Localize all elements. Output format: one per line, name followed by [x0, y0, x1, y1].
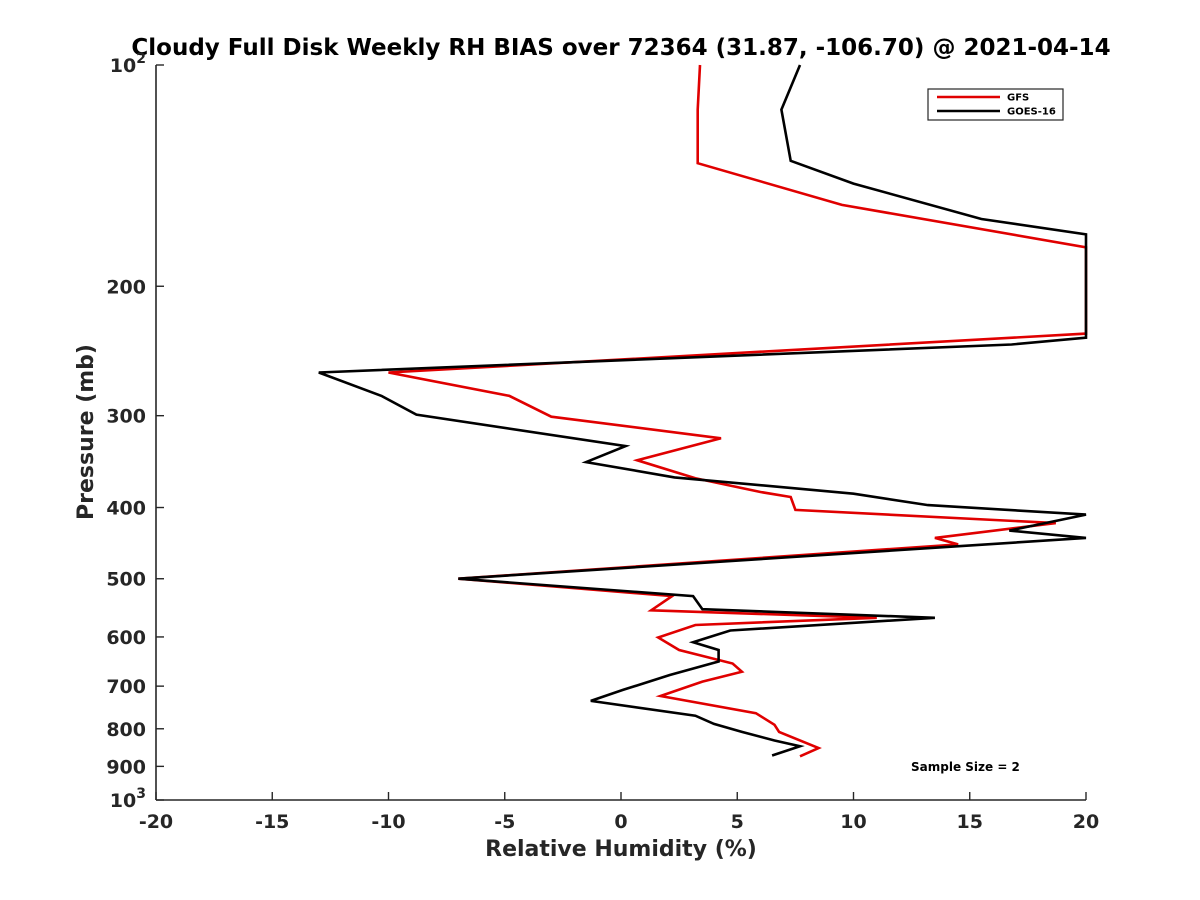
y-tick-label: 400 [106, 498, 146, 520]
sample-size-annotation: Sample Size = 2 [911, 760, 1020, 774]
x-ticks: -20 -15 -10 -5 0 5 10 15 20 [139, 792, 1099, 833]
x-tick-label: 15 [957, 811, 983, 833]
y-tick-label: 700 [106, 676, 146, 698]
chart-title: Cloudy Full Disk Weekly RH BIAS over 723… [131, 35, 1110, 61]
x-tick-label: -15 [255, 811, 289, 833]
y-tick-base: 10 [110, 790, 136, 812]
legend-label: GOES-16 [1007, 107, 1056, 118]
series-layer [318, 64, 1088, 758]
legend-label: GFS [1007, 93, 1029, 104]
series-line-goes-16 [318, 64, 1088, 757]
y-tick-label: 600 [106, 627, 146, 649]
legend-box [927, 88, 1064, 121]
x-axis-label: Relative Humidity (%) [485, 837, 757, 862]
y-tick-label: 800 [106, 719, 146, 741]
x-tick-label: 10 [840, 811, 866, 833]
y-tick-label: 300 [106, 406, 146, 428]
y-tick-label: 500 [106, 569, 146, 591]
y-tick-exponent: 3 [136, 786, 146, 802]
legend: GFS GOES-16 [927, 88, 1064, 121]
y-tick-base: 10 [110, 55, 136, 77]
series-line-gfs [388, 64, 1088, 758]
y-tick-label: 102 [110, 51, 146, 77]
y-tick-label: 200 [106, 276, 146, 298]
y-tick-exponent: 2 [136, 51, 146, 67]
x-tick-label: -20 [139, 811, 173, 833]
x-tick-label: 20 [1073, 811, 1099, 833]
x-tick-label: -5 [494, 811, 515, 833]
x-tick-label: 0 [614, 811, 627, 833]
y-axis-label: Pressure (mb) [74, 344, 99, 520]
x-tick-label: -10 [371, 811, 405, 833]
y-tick-label: 103 [110, 786, 146, 812]
x-tick-label: 5 [731, 811, 744, 833]
y-tick-label: 900 [106, 756, 146, 778]
